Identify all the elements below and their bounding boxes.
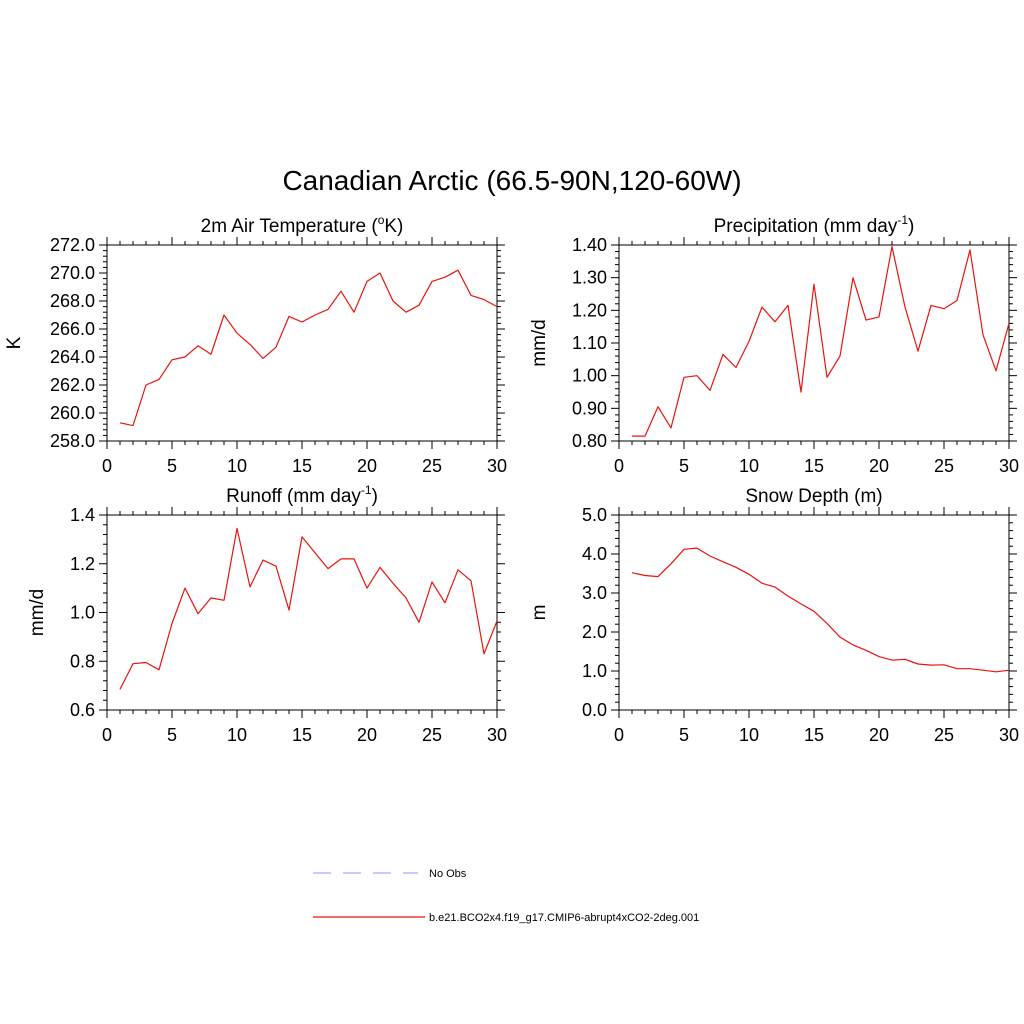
x-tick-label: 5 bbox=[679, 725, 689, 745]
x-tick-label: 10 bbox=[739, 725, 759, 745]
x-tick-label: 25 bbox=[934, 725, 954, 745]
y-tick-label: 268.0 bbox=[50, 291, 95, 311]
panel-title: 2m Air Temperature (oK) bbox=[201, 213, 404, 237]
y-axis-label: m bbox=[529, 605, 550, 621]
y-tick-label: 260.0 bbox=[50, 403, 95, 423]
y-tick-label: 0.80 bbox=[572, 431, 607, 451]
panel-title-main: 2m Air Temperature ( bbox=[201, 216, 379, 237]
y-tick-labels: 0.6 0.8 1.0 1.2 1.4 bbox=[70, 505, 95, 720]
x-tick-label: 15 bbox=[292, 725, 312, 745]
panel-title-tail: K) bbox=[384, 216, 403, 237]
y-tick-label: 1.40 bbox=[572, 235, 607, 255]
y-tick-labels: 258.0 260.0 262.0 264.0 266.0 268.0 270.0 272.0 bbox=[50, 235, 95, 451]
y-axis-label: mm/d bbox=[27, 589, 48, 637]
y-tick-label: 3.0 bbox=[582, 583, 607, 603]
y-tick-label: 5.0 bbox=[582, 505, 607, 525]
x-tick-labels: 0 5 10 15 20 25 30 bbox=[614, 456, 1019, 476]
y-tick-label: 0.0 bbox=[582, 700, 607, 720]
x-tick-label: 20 bbox=[357, 725, 377, 745]
x-tick-label: 20 bbox=[869, 725, 889, 745]
x-tick-label: 0 bbox=[102, 725, 112, 745]
x-tick-label: 30 bbox=[999, 725, 1019, 745]
plot-frame bbox=[106, 244, 498, 442]
y-tick-label: 0.90 bbox=[572, 398, 607, 418]
panel-title-tail: ) bbox=[908, 216, 914, 237]
plot-frame bbox=[106, 514, 498, 711]
x-tick-label: 0 bbox=[102, 456, 112, 476]
panel-title: Runoff (mm day-1) bbox=[226, 483, 378, 507]
x-tick-labels: 0 5 10 15 20 25 30 bbox=[102, 725, 507, 745]
x-tick-label: 5 bbox=[167, 725, 177, 745]
plot-frame bbox=[618, 514, 1010, 711]
x-tick-label: 0 bbox=[614, 456, 624, 476]
x-tick-labels: 0 5 10 15 20 25 30 bbox=[614, 725, 1019, 745]
x-tick-label: 20 bbox=[869, 456, 889, 476]
y-tick-label: 0.6 bbox=[70, 700, 95, 720]
chart-precipitation: 0 5 10 15 20 25 30 0.80 0.90 1.00 1.10 1.20 1.30 1.40… bbox=[529, 213, 1019, 476]
y-tick-label: 1.2 bbox=[70, 554, 95, 574]
x-tick-label: 10 bbox=[227, 456, 247, 476]
x-tick-label: 20 bbox=[357, 456, 377, 476]
series-line-model bbox=[631, 547, 1010, 673]
y-tick-label: 1.4 bbox=[70, 505, 95, 525]
y-tick-label: 4.0 bbox=[582, 544, 607, 564]
panel-title-main: Snow Depth (m) bbox=[745, 486, 882, 507]
y-tick-labels: 0.80 0.90 1.00 1.10 1.20 1.30 1.40 bbox=[572, 235, 607, 451]
panel-title: Precipitation (mm day-1) bbox=[714, 213, 915, 237]
y-tick-label: 0.8 bbox=[70, 651, 95, 671]
panel-title-tail: ) bbox=[372, 486, 378, 507]
x-tick-label: 30 bbox=[487, 456, 507, 476]
panel-title-superscript: -1 bbox=[897, 213, 908, 227]
y-tick-label: 1.0 bbox=[70, 603, 95, 623]
x-tick-label: 25 bbox=[422, 456, 442, 476]
x-tick-label: 10 bbox=[227, 725, 247, 745]
x-tick-label: 5 bbox=[167, 456, 177, 476]
legend-obs-label: No Obs bbox=[429, 868, 467, 880]
series-line-model bbox=[119, 269, 498, 427]
panel-title-main: Runoff (mm day bbox=[226, 486, 361, 507]
panels: 0 5 10 15 20 25 30 258.0 260.0 262.0 264.0 266.0 268… bbox=[4, 213, 1019, 745]
x-tick-label: 15 bbox=[804, 456, 824, 476]
panel-title-superscript: o bbox=[378, 213, 385, 227]
series-line-model bbox=[119, 527, 498, 690]
series-line-model bbox=[632, 246, 1010, 437]
y-tick-label: 1.0 bbox=[582, 661, 607, 681]
y-tick-label: 1.10 bbox=[572, 333, 607, 353]
y-tick-labels: 0.0 1.0 2.0 3.0 4.0 5.0 bbox=[582, 505, 607, 720]
x-tick-labels: 0 5 10 15 20 25 30 bbox=[102, 456, 507, 476]
x-tick-label: 15 bbox=[292, 456, 312, 476]
y-axis-label: K bbox=[4, 336, 25, 349]
x-tick-label: 10 bbox=[739, 456, 759, 476]
y-tick-label: 1.30 bbox=[572, 268, 607, 288]
x-tick-label: 30 bbox=[999, 456, 1019, 476]
y-tick-label: 264.0 bbox=[50, 347, 95, 367]
y-tick-label: 258.0 bbox=[50, 431, 95, 451]
x-tick-label: 5 bbox=[679, 456, 689, 476]
chart-air-temperature: 0 5 10 15 20 25 30 258.0 260.0 262.0 264.0 266.0 268… bbox=[4, 213, 507, 476]
legend: No Obs b.e21.BCO2x4.f19_g17.CMIP6-abrupt… bbox=[313, 868, 699, 924]
x-tick-label: 25 bbox=[934, 456, 954, 476]
x-tick-label: 0 bbox=[614, 725, 624, 745]
y-axis-label: mm/d bbox=[529, 319, 550, 367]
y-tick-label: 272.0 bbox=[50, 235, 95, 255]
x-tick-label: 25 bbox=[422, 725, 442, 745]
y-tick-label: 2.0 bbox=[582, 622, 607, 642]
chart-runoff: 0 5 10 15 20 25 30 0.6 0.8 1.0 1.2 1.4 mm/d Runoff (m… bbox=[27, 483, 507, 745]
x-tick-label: 15 bbox=[804, 725, 824, 745]
chart-snow-depth: 0 5 10 15 20 25 30 0.0 1.0 2.0 3.0 4.0 5.0 m Snow Dept… bbox=[529, 486, 1019, 745]
panel-title-main: Precipitation (mm day bbox=[714, 216, 898, 237]
y-tick-label: 266.0 bbox=[50, 319, 95, 339]
x-tick-label: 30 bbox=[487, 725, 507, 745]
plot-frame bbox=[618, 244, 1010, 442]
page-title: Canadian Arctic (66.5-90N,120-60W) bbox=[282, 165, 741, 196]
y-tick-label: 1.00 bbox=[572, 366, 607, 386]
legend-model-label: b.e21.BCO2x4.f19_g17.CMIP6-abrupt4xCO2-2… bbox=[429, 912, 699, 924]
panel-title: Snow Depth (m) bbox=[745, 486, 882, 507]
y-tick-label: 262.0 bbox=[50, 375, 95, 395]
y-tick-label: 1.20 bbox=[572, 300, 607, 320]
panel-title-superscript: -1 bbox=[361, 483, 372, 497]
y-tick-label: 270.0 bbox=[50, 263, 95, 283]
